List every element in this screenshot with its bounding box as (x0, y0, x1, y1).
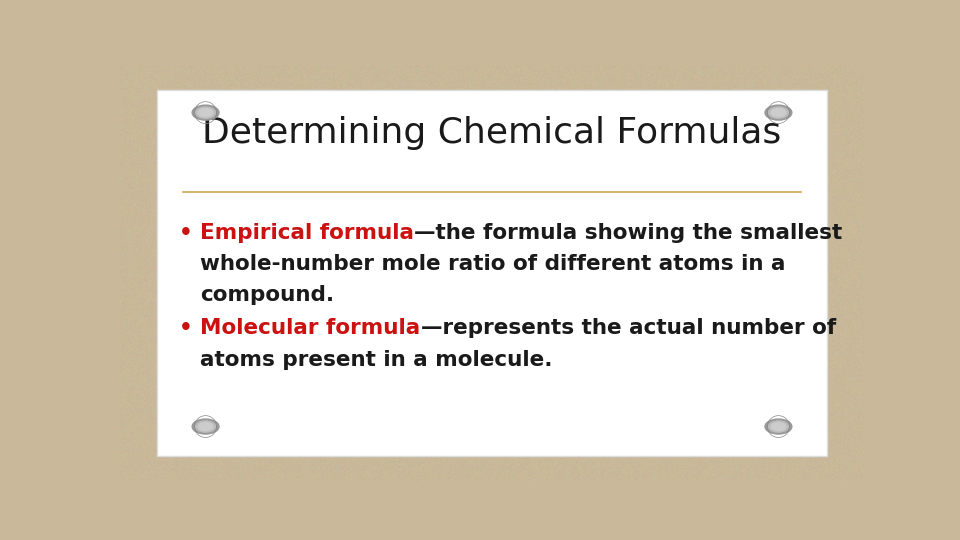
Circle shape (768, 107, 788, 118)
Circle shape (196, 107, 216, 118)
Text: •: • (179, 319, 192, 339)
Circle shape (196, 421, 216, 432)
Circle shape (765, 419, 792, 434)
Circle shape (768, 421, 788, 432)
Text: compound.: compound. (201, 285, 334, 305)
Text: atoms present in a molecule.: atoms present in a molecule. (201, 349, 553, 369)
FancyBboxPatch shape (157, 90, 827, 456)
Circle shape (192, 419, 219, 434)
Text: Molecular formula: Molecular formula (201, 319, 420, 339)
Text: •: • (179, 223, 192, 243)
Circle shape (198, 109, 213, 117)
Text: Determining Chemical Formulas: Determining Chemical Formulas (203, 117, 781, 151)
Circle shape (771, 422, 786, 431)
Text: Empirical formula: Empirical formula (201, 223, 415, 243)
Text: —the formula showing the smallest: —the formula showing the smallest (415, 223, 843, 243)
Text: —represents the actual number of: —represents the actual number of (420, 319, 836, 339)
Circle shape (765, 105, 792, 120)
Circle shape (192, 105, 219, 120)
Circle shape (771, 109, 786, 117)
Circle shape (198, 422, 213, 431)
Text: whole-number mole ratio of different atoms in a: whole-number mole ratio of different ato… (201, 254, 786, 274)
